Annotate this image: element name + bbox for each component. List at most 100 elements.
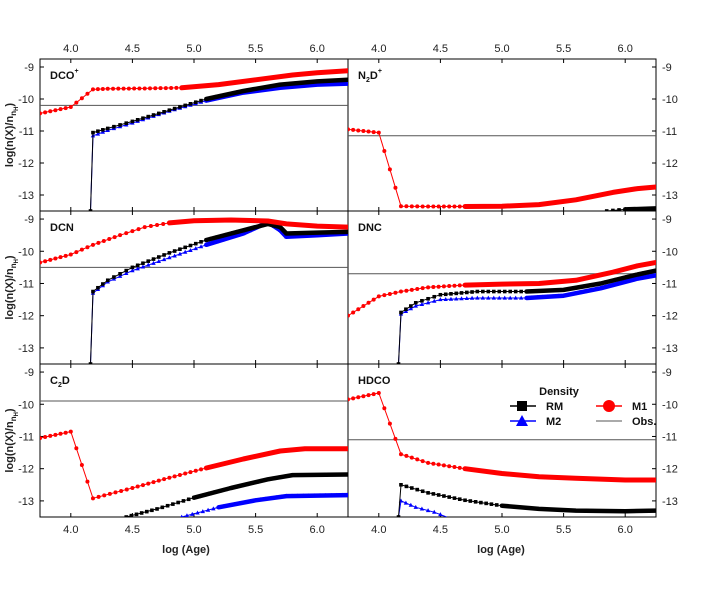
marker-M1-n2d bbox=[595, 193, 600, 198]
marker-M2-c2d bbox=[340, 492, 345, 497]
marker-M1-hdco bbox=[628, 477, 633, 482]
marker-M1-n2d bbox=[447, 204, 452, 209]
marker-M1-n2d bbox=[589, 194, 594, 199]
marker-RM-dcn bbox=[112, 275, 116, 279]
marker-RM-hdco bbox=[542, 507, 547, 511]
marker-RM-dco bbox=[294, 81, 298, 86]
marker-M1-dnc bbox=[531, 281, 536, 286]
marker-M2-dnc bbox=[454, 296, 459, 301]
marker-RM-dnc bbox=[582, 284, 587, 289]
marker-RM-n2d bbox=[628, 207, 633, 211]
marker-M1-dco bbox=[100, 86, 105, 91]
marker-RM-dcn bbox=[151, 257, 156, 261]
marker-RM-dcn bbox=[247, 226, 252, 231]
marker-RM-hdco bbox=[505, 504, 510, 508]
marker-M1-dcn bbox=[130, 229, 135, 234]
marker-RM-dco bbox=[215, 94, 219, 99]
marker-M2-hdco bbox=[438, 512, 443, 517]
y-tick-dco-0: -13 bbox=[18, 190, 34, 202]
marker-M2-c2d bbox=[301, 493, 306, 498]
marker-RM-c2d bbox=[213, 490, 217, 494]
marker-M2-dnc bbox=[635, 276, 640, 281]
marker-M2-dnc bbox=[614, 281, 619, 286]
marker-RM-dco bbox=[325, 79, 330, 83]
marker-RM-dcn bbox=[193, 241, 198, 246]
marker-M2-dnc bbox=[524, 295, 529, 300]
marker-RM-dcn bbox=[130, 265, 135, 270]
marker-M2-dcn bbox=[124, 271, 129, 276]
marker-M1-dco bbox=[158, 86, 163, 91]
marker-M1-c2d bbox=[48, 433, 53, 438]
marker-M1-c2d bbox=[319, 446, 324, 451]
marker-RM-c2d bbox=[296, 473, 300, 477]
marker-RM-c2d bbox=[139, 511, 144, 515]
marker-M2-dco bbox=[325, 81, 330, 86]
marker-M2-dco bbox=[340, 81, 346, 86]
marker-M1-dco bbox=[142, 86, 147, 91]
marker-M2-c2d bbox=[184, 513, 190, 517]
series-thin-M1-dco bbox=[40, 70, 348, 114]
marker-M2-c2d bbox=[200, 509, 205, 514]
marker-RM-hdco bbox=[510, 504, 515, 509]
marker-M1-n2d bbox=[494, 204, 499, 209]
marker-M1-dnc bbox=[526, 281, 531, 286]
marker-M2-dco bbox=[288, 84, 293, 89]
marker-RM-hdco bbox=[526, 506, 531, 510]
marker-RM-dcn bbox=[118, 272, 122, 276]
marker-M1-c2d bbox=[230, 459, 235, 464]
marker-M2-dco bbox=[272, 86, 278, 91]
marker-M1-dnc bbox=[463, 283, 468, 288]
panel-title-dnc: DNC bbox=[358, 222, 382, 234]
marker-RM-c2d bbox=[335, 472, 339, 477]
marker-M1-n2d bbox=[473, 204, 478, 209]
marker-M1-n2d bbox=[478, 204, 483, 209]
marker-RM-hdco bbox=[468, 499, 473, 503]
panel-frames bbox=[39, 58, 657, 518]
legend-label-rm: RM bbox=[546, 401, 563, 413]
y-tick-hdco-2: -11 bbox=[662, 431, 677, 443]
marker-M1-hdco bbox=[542, 474, 547, 479]
marker-M1-dcn bbox=[48, 257, 53, 262]
marker-M1-c2d bbox=[119, 488, 124, 493]
marker-M2-dnc bbox=[413, 303, 418, 308]
marker-M1-dcn bbox=[197, 218, 202, 223]
marker-M1-c2d bbox=[220, 462, 225, 467]
marker-M1-dcn bbox=[346, 225, 348, 230]
marker-RM-c2d bbox=[239, 483, 244, 488]
marker-M1-dco bbox=[79, 96, 84, 101]
marker-M2-c2d bbox=[273, 495, 279, 500]
marker-M1-c2d bbox=[135, 484, 140, 489]
marker-M1-dnc bbox=[635, 263, 640, 268]
marker-RM-hdco bbox=[436, 493, 441, 497]
marker-M2-dco bbox=[315, 82, 320, 87]
marker-M2-dco bbox=[283, 84, 288, 89]
marker-RM-dco bbox=[283, 82, 288, 86]
marker-M1-hdco bbox=[436, 462, 441, 467]
marker-M1-n2d bbox=[463, 204, 468, 209]
marker-RM-dnc bbox=[524, 289, 529, 294]
marker-M1-dcn bbox=[265, 218, 270, 223]
marker-RM-dco bbox=[230, 91, 235, 96]
marker-M1-c2d bbox=[236, 458, 240, 463]
marker-M1-hdco bbox=[366, 393, 371, 398]
marker-RM-dco bbox=[146, 114, 151, 119]
marker-RM-hdco bbox=[638, 509, 643, 513]
y-tick-c2d-3: -10 bbox=[18, 399, 34, 411]
marker-RM-c2d bbox=[171, 502, 175, 506]
marker-M1-dnc bbox=[409, 287, 414, 292]
marker-RM-dcn bbox=[335, 230, 340, 234]
marker-M2-c2d bbox=[317, 493, 323, 498]
marker-RM-dnc bbox=[551, 288, 555, 293]
marker-M1-dnc bbox=[510, 281, 515, 286]
marker-M1-c2d bbox=[329, 446, 334, 451]
marker-RM-dcn bbox=[225, 232, 230, 237]
marker-M1-dco bbox=[53, 108, 58, 113]
marker-RM-c2d bbox=[150, 508, 154, 513]
x-tick-top-1-3: 5.5 bbox=[556, 43, 571, 55]
y-axis-title-2: log(n(X)/nnH) bbox=[4, 408, 20, 473]
marker-M1-dcn bbox=[304, 223, 309, 228]
marker-RM-c2d bbox=[176, 500, 180, 505]
marker-M1-c2d bbox=[107, 491, 112, 496]
marker-RM-dco bbox=[204, 97, 209, 101]
